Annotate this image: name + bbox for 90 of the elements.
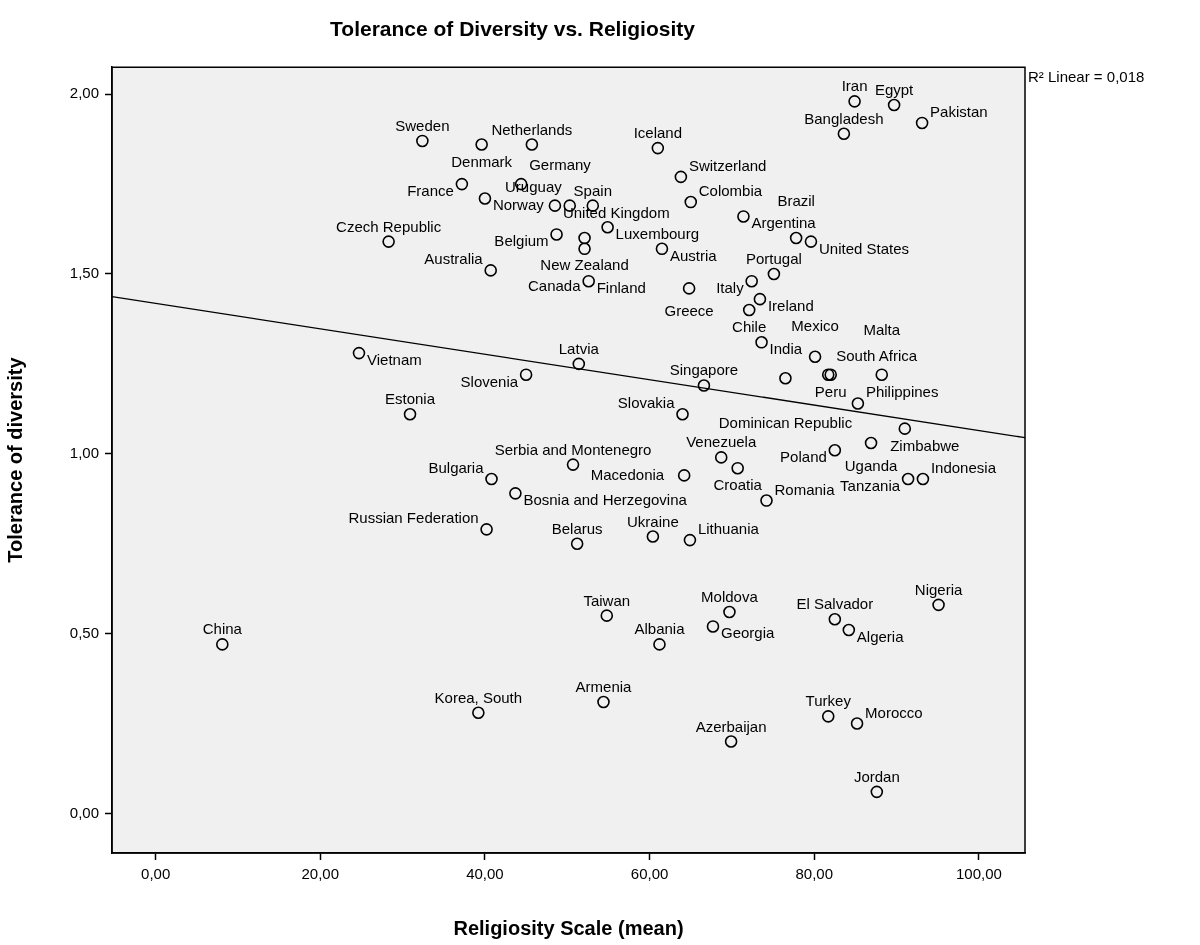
- annotation: Germany: [529, 156, 592, 174]
- annotation: Italy: [716, 279, 745, 297]
- annotation: Slovakia: [617, 394, 676, 412]
- x-tick-label: 0,00: [141, 865, 171, 883]
- annotation: United States: [818, 239, 910, 257]
- x-tick-label: 60,00: [630, 865, 669, 883]
- annotation: Finland: [596, 279, 646, 297]
- annotation: Slovenia: [460, 372, 519, 390]
- annotation: Bulgaria: [428, 458, 485, 476]
- annotation: Malta: [863, 320, 901, 338]
- annotation: Latvia: [558, 339, 600, 357]
- annotation: Georgia: [720, 624, 775, 642]
- annotation: Norway: [492, 196, 545, 214]
- y-tick-label: 1,50: [69, 264, 99, 282]
- annotation: Luxembourg: [615, 225, 699, 243]
- y-tick-label: 0,50: [69, 623, 99, 641]
- annotation: Belarus: [551, 519, 603, 537]
- annotation: Moldova: [701, 588, 759, 606]
- annotation: Armenia: [575, 677, 633, 695]
- annotation: Uruguay: [505, 177, 563, 195]
- annotation: Vietnam: [366, 351, 422, 369]
- annotation: United Kingdom: [562, 203, 670, 221]
- annotation: South Africa: [836, 346, 918, 364]
- annotation: Korea, South: [434, 688, 523, 706]
- annotation: Ireland: [767, 297, 814, 315]
- annotation: Portugal: [745, 249, 802, 267]
- annotation: Mexico: [791, 316, 839, 334]
- annotation: Estonia: [385, 390, 436, 408]
- annotation: Pakistan: [930, 102, 988, 120]
- annotation: Iran: [841, 77, 868, 95]
- annotation: Egypt: [874, 80, 915, 98]
- annotation: Lithuania: [697, 520, 760, 538]
- annotation: Brazil: [777, 192, 815, 210]
- y-tick-label: 0,00: [69, 803, 99, 821]
- annotation: Iceland: [633, 124, 683, 142]
- annotation: Switzerland: [688, 156, 767, 174]
- x-axis-title: Religiosity Scale (mean): [453, 916, 684, 939]
- annotation: Tanzania: [840, 476, 901, 494]
- annotation: France: [407, 182, 454, 200]
- x-tick-label: 20,00: [301, 865, 340, 883]
- annotation: China: [202, 620, 243, 638]
- annotation: Colombia: [698, 182, 763, 200]
- annotation: Romania: [774, 480, 836, 498]
- annotation: Taiwan: [583, 591, 631, 609]
- annotation: Canada: [528, 276, 582, 294]
- annotation: Poland: [780, 448, 827, 466]
- y-tick-label: 1,00: [69, 443, 99, 461]
- y-axis-title: Tolerance of diversity: [3, 356, 26, 563]
- annotation: Serbia and Montenegro: [494, 440, 652, 458]
- y-tick-label: 2,00: [69, 84, 99, 102]
- annotation: Peru: [814, 382, 847, 400]
- annotation: Azerbaijan: [695, 717, 767, 735]
- annotation: Bosnia and Herzegovina: [523, 491, 688, 509]
- annotation: Russian Federation: [348, 509, 479, 527]
- x-tick-label: 40,00: [466, 865, 504, 883]
- annotation: Austria: [669, 246, 718, 264]
- annotation: Greece: [664, 302, 714, 320]
- chart-title: Tolerance of Diversity vs. Religiosity: [330, 17, 696, 41]
- x-tick-label: 80,00: [795, 865, 834, 883]
- annotation: Philippines: [865, 383, 939, 401]
- annotation: Uganda: [844, 457, 898, 475]
- text: R² Linear = 0,018: [1028, 68, 1145, 86]
- annotation: Argentina: [751, 214, 817, 232]
- annotation: Zimbabwe: [890, 436, 960, 454]
- annotation: Macedonia: [590, 466, 665, 484]
- annotation: Dominican Republic: [718, 414, 853, 432]
- annotation: Morocco: [865, 703, 923, 721]
- annotation: Australia: [424, 250, 484, 268]
- annotation: Albania: [634, 620, 686, 638]
- annotation: Bangladesh: [804, 109, 884, 127]
- annotation: Nigeria: [914, 580, 963, 598]
- annotation: Czech Republic: [336, 217, 442, 235]
- annotation: Denmark: [451, 152, 513, 170]
- annotation: Sweden: [395, 116, 450, 134]
- annotation: Indonesia: [930, 458, 997, 476]
- annotation: Chile: [732, 317, 767, 335]
- annotation: Belgium: [494, 232, 549, 250]
- annotation: Spain: [573, 181, 612, 199]
- annotation: Croatia: [713, 476, 763, 494]
- annotation: Netherlands: [491, 120, 573, 138]
- annotation: Algeria: [856, 628, 905, 646]
- annotation: Venezuela: [686, 433, 757, 451]
- x-tick-label: 100,00: [955, 865, 1002, 883]
- annotation: Singapore: [669, 361, 739, 379]
- annotation: India: [769, 340, 803, 358]
- annotation: El Salvador: [796, 595, 874, 613]
- annotation: New Zealand: [540, 256, 629, 274]
- annotation: Turkey: [805, 692, 852, 710]
- annotation: Ukraine: [627, 512, 679, 530]
- annotation: Jordan: [853, 767, 900, 785]
